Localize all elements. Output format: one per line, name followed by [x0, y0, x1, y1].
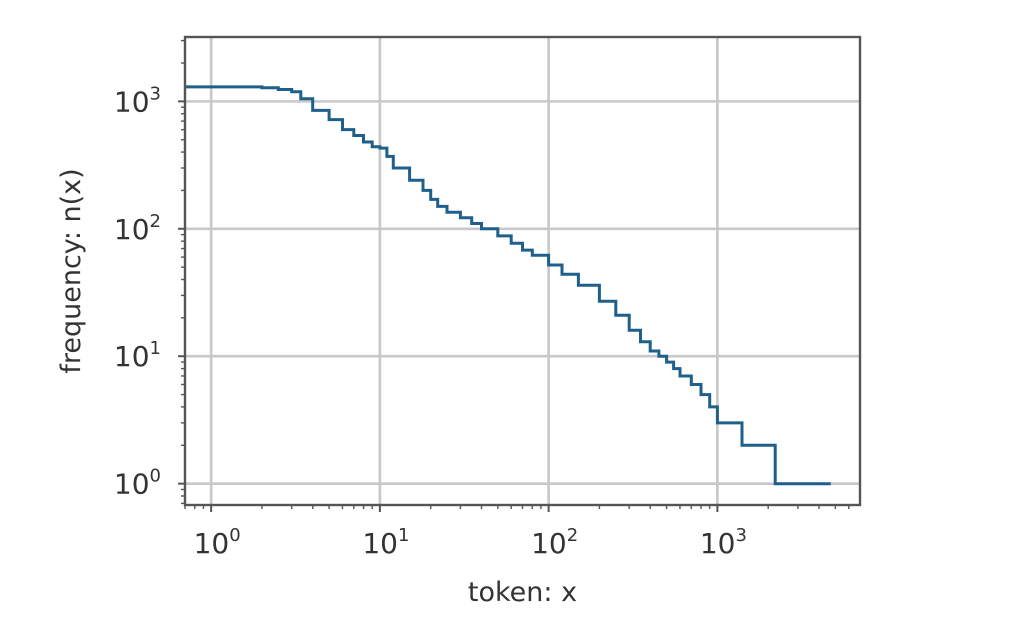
y-tick-exponent: 0	[150, 466, 161, 487]
x-tick-label: 101	[362, 525, 409, 560]
x-tick-label: 103	[700, 525, 747, 560]
x-tick-labels: 100 101 102 103	[194, 525, 747, 560]
x-tick-exponent: 2	[567, 525, 578, 546]
x-tick-exponent: 3	[735, 525, 746, 546]
axis-ticks	[178, 39, 850, 512]
x-tick-exponent: 0	[229, 525, 240, 546]
x-tick-base: 10	[362, 527, 398, 560]
y-axis-label: frequency: n(x)	[56, 168, 87, 373]
x-tick-base: 10	[700, 527, 736, 560]
x-tick-label: 100	[194, 525, 241, 560]
x-tick-exponent: 1	[398, 525, 409, 546]
x-axis-label: token: x	[468, 577, 577, 608]
x-tick-label: 102	[531, 525, 578, 560]
y-tick-base: 10	[114, 213, 150, 246]
series-layer	[185, 85, 831, 486]
y-tick-label: 103	[114, 83, 161, 118]
y-tick-label: 101	[114, 338, 161, 373]
y-tick-exponent: 1	[150, 338, 161, 359]
y-tick-label: 102	[114, 211, 161, 246]
y-tick-base: 10	[114, 85, 150, 118]
y-tick-exponent: 2	[150, 211, 161, 232]
grid-lines	[185, 37, 860, 505]
x-tick-base: 10	[194, 527, 230, 560]
y-tick-base: 10	[114, 340, 150, 373]
x-tick-base: 10	[531, 527, 567, 560]
y-tick-exponent: 3	[150, 83, 161, 104]
frequency-curve	[185, 85, 831, 486]
y-tick-label: 100	[114, 466, 161, 501]
plot-area-frame	[183, 35, 862, 507]
y-tick-base: 10	[114, 468, 150, 501]
